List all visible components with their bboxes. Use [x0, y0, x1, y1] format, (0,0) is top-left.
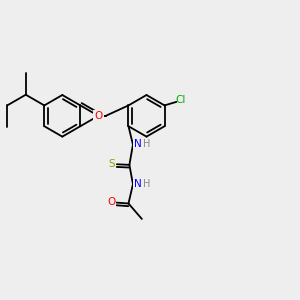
Text: N: N [134, 139, 142, 149]
Text: H: H [142, 139, 150, 149]
Text: O: O [107, 197, 116, 207]
Text: H: H [142, 178, 150, 189]
Text: N: N [94, 111, 102, 121]
Text: Cl: Cl [176, 95, 186, 105]
Text: S: S [108, 159, 115, 169]
Text: N: N [134, 178, 142, 189]
Text: O: O [94, 111, 103, 121]
